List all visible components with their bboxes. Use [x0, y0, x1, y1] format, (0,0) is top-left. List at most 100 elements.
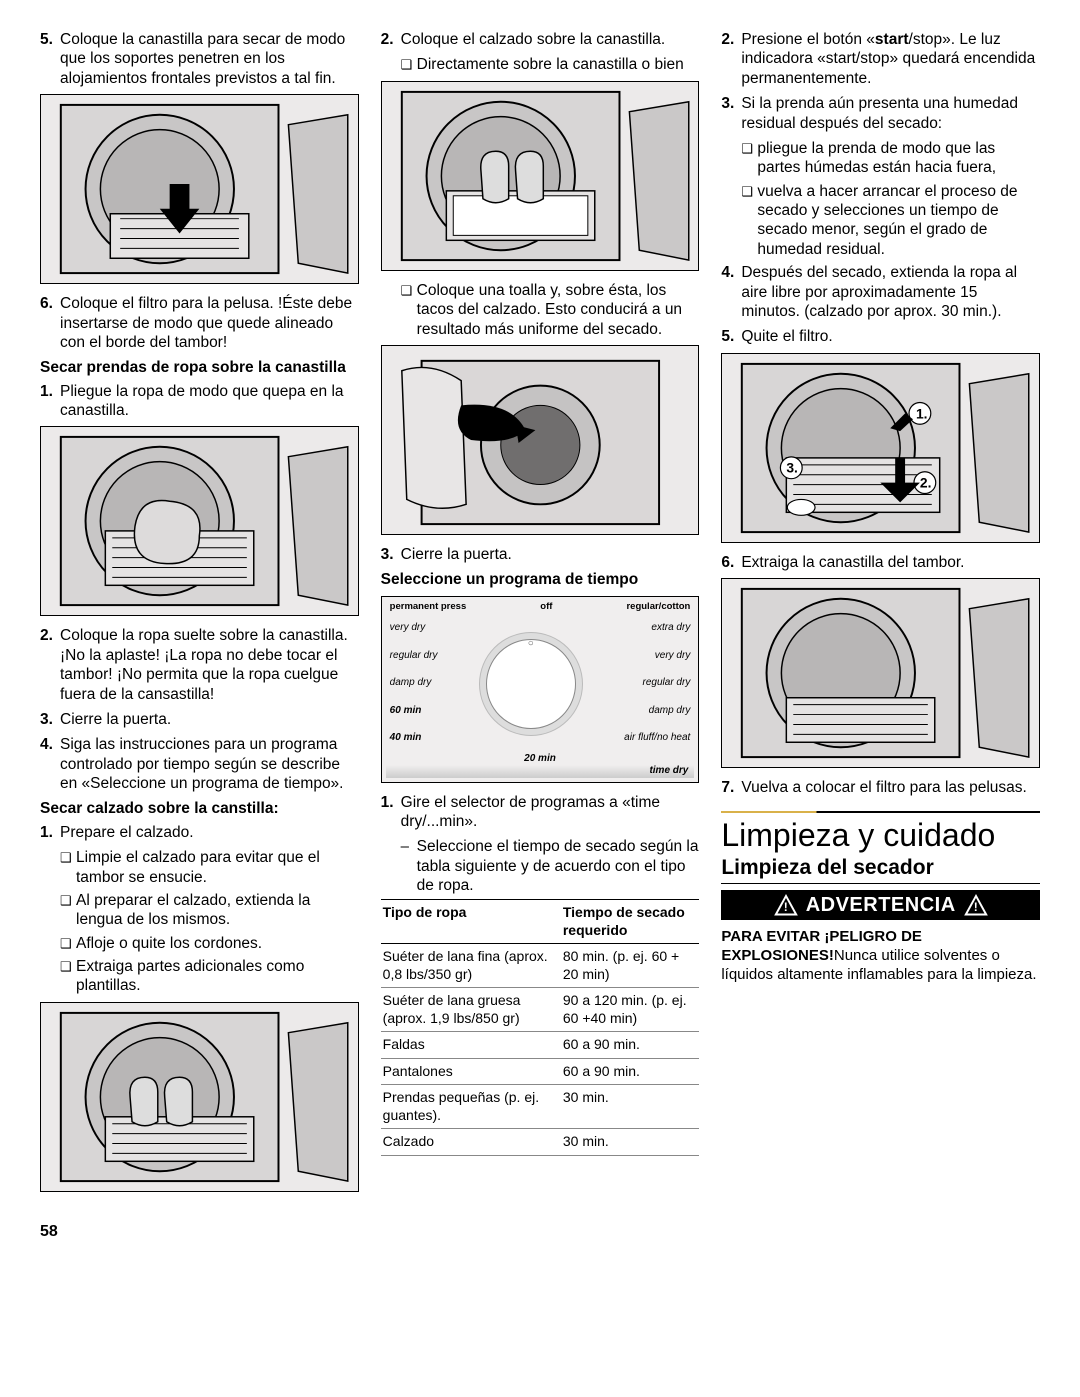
step-text: Pliegue la ropa de modo que quepa en la … — [60, 382, 359, 421]
column-2: 2. Coloque el calzado sobre la canastill… — [381, 30, 700, 1202]
table-cell: 90 a 120 min. (p. ej. 60 +40 min) — [561, 988, 699, 1032]
step-text: Coloque el calzado sobre la canastilla. — [401, 30, 700, 49]
warning-label: ADVERTENCIA — [806, 895, 956, 915]
dial-label: 40 min — [390, 732, 438, 745]
step-text: Siga las instrucciones para un programa … — [60, 735, 359, 793]
substep-text: Coloque una toalla y, sobre ésta, los ta… — [417, 281, 700, 339]
step-number: 2. — [381, 30, 399, 49]
sub2-sq-1: Limpie el calzado para evitar que el tam… — [60, 848, 359, 887]
table-header: Tipo de ropa — [381, 900, 561, 944]
dash-icon — [401, 837, 417, 895]
bullet-icon — [60, 891, 76, 930]
table-cell: 60 a 90 min. — [561, 1032, 699, 1059]
step-number: 4. — [40, 735, 58, 793]
substep-text: Seleccione el tiempo de secado según la … — [417, 837, 700, 895]
step-6: 6. Coloque el filtro para la pelusa. !És… — [40, 294, 359, 352]
table-cell: Suéter de lana fina (aprox. 0,8 lbs/350 … — [381, 944, 561, 988]
step-text: Gire el selector de programas a «time dr… — [401, 793, 700, 832]
substep-text: pliegue la prenda de modo que las partes… — [757, 139, 1040, 178]
step-number: 3. — [721, 94, 739, 133]
substep-text: Extraiga partes adicionales como plantil… — [76, 957, 359, 996]
step-number: 6. — [40, 294, 58, 352]
step-text: Si la prenda aún presenta una humedad re… — [741, 94, 1040, 133]
substep-text: Limpie el calzado para evitar que el tam… — [76, 848, 359, 887]
table-cell: 80 min. (p. ej. 60 + 20 min) — [561, 944, 699, 988]
c3-step-2: 2. Presione el botón «start/stop». Le lu… — [721, 30, 1040, 88]
c3-sq-1: pliegue la prenda de modo que las partes… — [741, 139, 1040, 178]
step-text: Después del secado, extienda la ropa al … — [741, 263, 1040, 321]
figure-clothes-on-rack — [40, 426, 359, 616]
c3-step-3: 3. Si la prenda aún presenta una humedad… — [721, 94, 1040, 133]
dial-label: very dry — [624, 650, 690, 663]
sub2-sq-4: Extraiga partes adicionales como plantil… — [60, 957, 359, 996]
step-number: 2. — [721, 30, 739, 88]
step-text: Cierre la puerta. — [60, 710, 359, 729]
bullet-icon — [60, 934, 76, 953]
drying-time-table: Tipo de ropa Tiempo de secado requerido … — [381, 899, 700, 1156]
step-number: 1. — [40, 823, 58, 842]
c3-step-7: 7. Vuelva a colocar el filtro para las p… — [721, 778, 1040, 797]
warning-body: PARA EVITAR ¡PELIGRO DE EXPLOSIONES!Nunc… — [721, 928, 1040, 984]
bullet-icon — [741, 139, 757, 178]
step-text: Prepare el calzado. — [60, 823, 359, 842]
section-title: Limpieza y cuidado — [721, 819, 1040, 853]
step-number: 5. — [40, 30, 58, 88]
table-row: Faldas60 a 90 min. — [381, 1032, 700, 1059]
step-number: 1. — [40, 382, 58, 421]
c3-step-5: 5. Quite el filtro. — [721, 327, 1040, 346]
table-cell: 60 a 90 min. — [561, 1058, 699, 1085]
table-row: Prendas pequeñas (p. ej. guantes).30 min… — [381, 1085, 700, 1129]
svg-text:3.: 3. — [787, 459, 799, 475]
table-cell: Suéter de lana gruesa (aprox. 1,9 lbs/85… — [381, 988, 561, 1032]
svg-text:!: ! — [973, 900, 978, 914]
svg-text:!: ! — [783, 900, 788, 914]
sub1-step-1: 1. Pliegue la ropa de modo que quepa en … — [40, 382, 359, 421]
step-5: 5. Coloque la canastilla para secar de m… — [40, 30, 359, 88]
step-number: 4. — [721, 263, 739, 321]
table-row: Suéter de lana gruesa (aprox. 1,9 lbs/85… — [381, 988, 700, 1032]
sub1-step-2: 2. Coloque la ropa suelte sobre la canas… — [40, 626, 359, 704]
section-subtitle: Limpieza del secador — [721, 855, 1040, 884]
bullet-icon — [741, 182, 757, 260]
table-cell: Calzado — [381, 1129, 561, 1156]
figure-remove-basket — [721, 578, 1040, 768]
step-number: 1. — [381, 793, 399, 832]
sub2-step-1: 1. Prepare el calzado. — [40, 823, 359, 842]
dial-label: damp dry — [624, 705, 690, 718]
subtitle-select-program: Seleccione un programa de tiempo — [381, 570, 700, 589]
c2-step-2: 2. Coloque el calzado sobre la canastill… — [381, 30, 700, 49]
dial-dash: Seleccione el tiempo de secado según la … — [401, 837, 700, 895]
step-text: Coloque la ropa suelte sobre la canastil… — [60, 626, 359, 704]
table-row: Suéter de lana fina (aprox. 0,8 lbs/350 … — [381, 944, 700, 988]
dial-label: 60 min — [390, 705, 438, 718]
page-number: 58 — [40, 1222, 1040, 1242]
bullet-icon — [60, 957, 76, 996]
dial-label: regular/cotton — [626, 601, 690, 613]
c2-step-3: 3. Cierre la puerta. — [381, 545, 700, 564]
table-row: Pantalones60 a 90 min. — [381, 1058, 700, 1085]
section-rule — [721, 811, 1040, 813]
step-text: Presione el botón «start/stop». Le luz i… — [741, 30, 1040, 88]
step-text: Cierre la puerta. — [401, 545, 700, 564]
step-number: 6. — [721, 553, 739, 572]
bullet-icon — [401, 55, 417, 74]
figure-close-door — [381, 345, 700, 535]
sub1-step-4: 4. Siga las instrucciones para un progra… — [40, 735, 359, 793]
substep-text: Al preparar el calzado, extienda la leng… — [76, 891, 359, 930]
c3-step-4: 4. Después del secado, extienda la ropa … — [721, 263, 1040, 321]
warning-box: ! ADVERTENCIA ! — [721, 890, 1040, 920]
step-text: Extraiga la canastilla del tambor. — [741, 553, 1040, 572]
step-text: Quite el filtro. — [741, 327, 1040, 346]
step-number: 5. — [721, 327, 739, 346]
subtitle-dry-shoes: Secar calzado sobre la canstilla: — [40, 799, 359, 818]
c3-sq-2: vuelva a hacer arrancar el proceso de se… — [741, 182, 1040, 260]
figure-shoes-on-towel — [381, 81, 700, 271]
dial-label: very dry — [390, 622, 438, 635]
table-header: Tiempo de secado requerido — [561, 900, 699, 944]
warning-icon: ! — [774, 894, 798, 916]
substep-text: Afloje o quite los cordones. — [76, 934, 359, 953]
table-cell: 30 min. — [561, 1085, 699, 1129]
sub2-sq-3: Afloje o quite los cordones. — [60, 934, 359, 953]
figure-program-dial: permanent press off regular/cotton very … — [381, 596, 700, 783]
bullet-icon — [60, 848, 76, 887]
